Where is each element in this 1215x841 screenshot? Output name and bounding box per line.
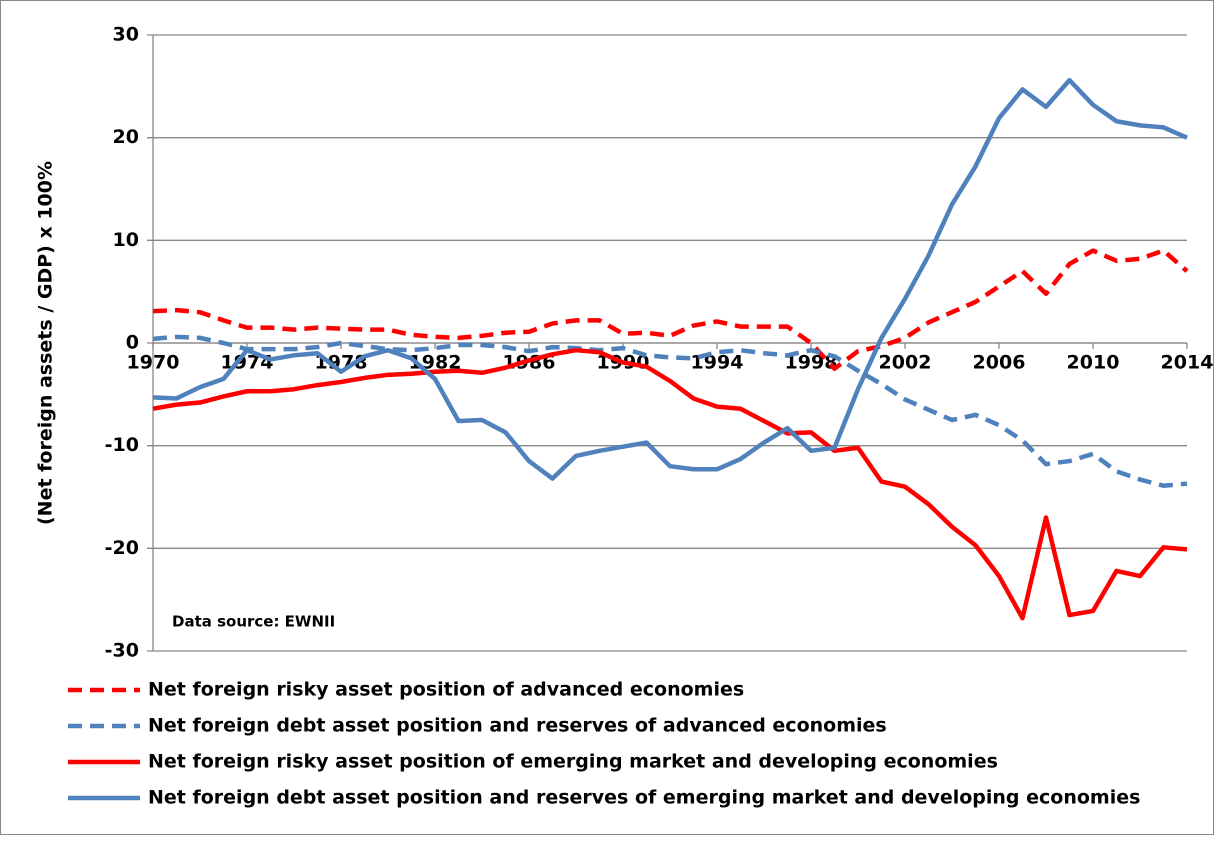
series-line <box>152 334 1188 488</box>
x-tick-label: 1970 <box>127 352 180 374</box>
y-tick-label: -20 <box>105 537 139 559</box>
y-tick-label: 20 <box>113 126 139 148</box>
x-tick-label: 2014 <box>1161 352 1214 374</box>
y-tick-label: -10 <box>105 434 139 456</box>
y-tick-label: -30 <box>105 640 139 662</box>
x-tick-label: 2010 <box>1067 352 1120 374</box>
x-tick-label: 2002 <box>879 352 932 374</box>
y-axis-label: (Net foreign assets / GDP) x 100% <box>35 161 57 525</box>
legend-label: Net foreign debt asset position and rese… <box>148 715 887 737</box>
annotation: Data source: EWNII <box>172 613 335 631</box>
series-line <box>152 248 1189 371</box>
series-line <box>152 77 1188 481</box>
legend-label: Net foreign risky asset position of emer… <box>148 751 998 773</box>
y-tick-label: 0 <box>126 332 139 354</box>
y-tick-label: 30 <box>113 24 139 46</box>
x-tick-label: 1978 <box>315 352 368 374</box>
legend-label: Net foreign risky asset position of adva… <box>148 679 744 701</box>
series-line <box>152 347 1188 621</box>
y-tick-label: 10 <box>113 229 139 251</box>
x-tick-label: 2006 <box>973 352 1026 374</box>
legend-label: Net foreign debt asset position and rese… <box>148 787 1140 809</box>
